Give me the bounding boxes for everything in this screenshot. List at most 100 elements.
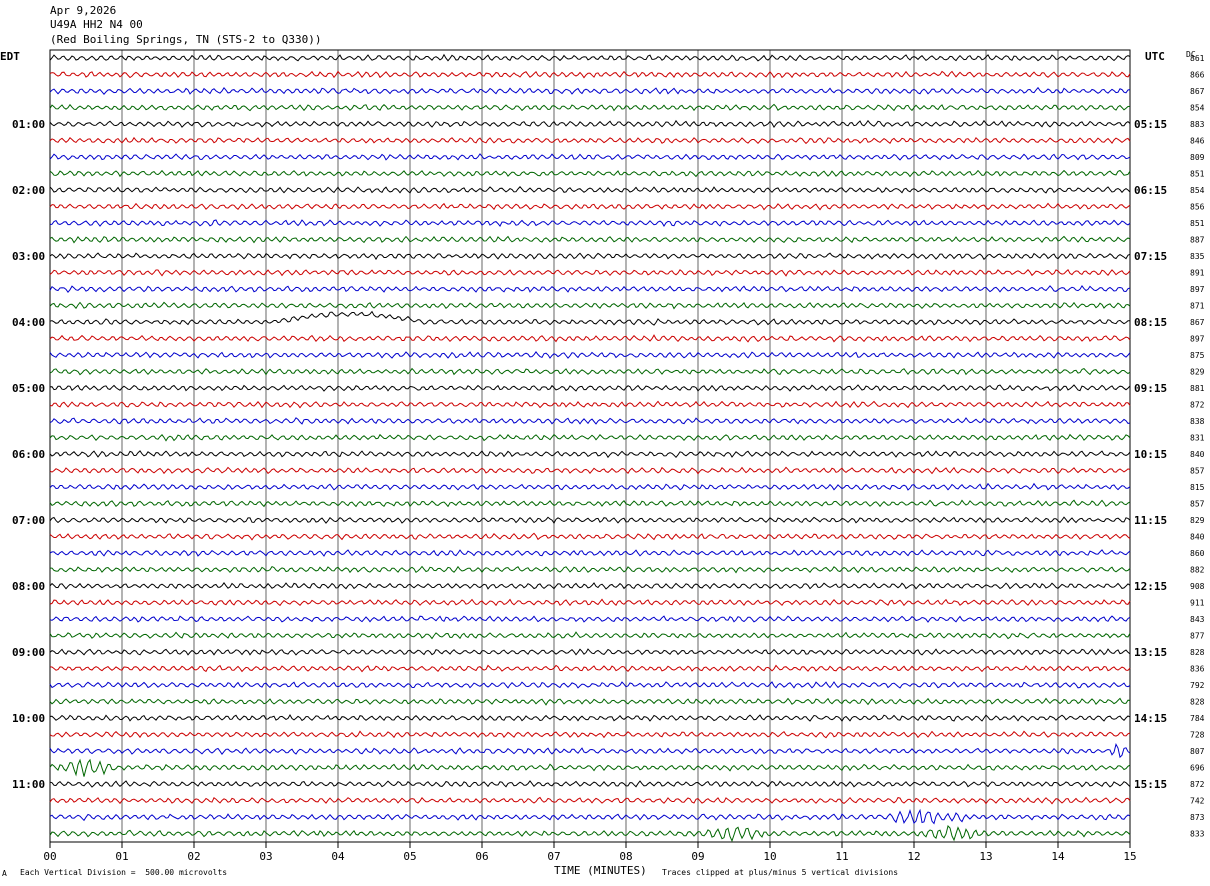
- trace-line: [49, 582, 1131, 590]
- left-time-label: 10:00: [12, 712, 45, 725]
- dc-value: 872: [1190, 401, 1205, 410]
- x-tick-label: 13: [979, 850, 992, 863]
- dc-value: 866: [1190, 71, 1205, 80]
- dc-value: 843: [1190, 615, 1205, 624]
- dc-value: 873: [1190, 813, 1205, 822]
- trace-line: [49, 285, 1131, 294]
- dc-value: 887: [1190, 236, 1205, 245]
- location-label: (Red Boiling Springs, TN (STS-2 to Q330)…: [50, 33, 322, 46]
- dc-value: 882: [1190, 566, 1205, 575]
- dc-value: 861: [1190, 54, 1205, 63]
- dc-value: 828: [1190, 648, 1205, 657]
- trace-line: [49, 367, 1131, 376]
- trace-line: [49, 697, 1131, 706]
- date-label: Apr 9,2026: [50, 4, 117, 17]
- trace-line: [49, 808, 1131, 825]
- dc-value: 872: [1190, 780, 1205, 789]
- dc-value: 815: [1190, 483, 1205, 492]
- clip-note: Traces clipped at plus/minus 5 vertical …: [662, 868, 899, 877]
- left-time-label: 05:00: [12, 382, 45, 395]
- dc-value: 851: [1190, 219, 1205, 228]
- trace-line: [49, 433, 1131, 442]
- station-label: U49A HH2 N4 00: [50, 18, 143, 31]
- dc-value: 854: [1190, 186, 1205, 195]
- trace-line: [49, 153, 1131, 161]
- plot-frame: [49, 49, 1131, 843]
- trace-line: [49, 202, 1131, 211]
- dc-value: 792: [1190, 681, 1205, 690]
- trace-line: [49, 252, 1131, 261]
- trace-line: [49, 598, 1131, 607]
- trace-line: [49, 169, 1131, 178]
- dc-value: 840: [1190, 450, 1205, 459]
- dc-value: 784: [1190, 714, 1205, 723]
- left-time-label: 07:00: [12, 514, 45, 527]
- trace-line: [49, 499, 1131, 508]
- right-time-label: 05:15: [1134, 118, 1167, 131]
- trace-line: [49, 466, 1131, 475]
- dc-value: 838: [1190, 417, 1205, 426]
- scale-note: Each Vertical Division = 500.00 microvol…: [20, 868, 228, 877]
- x-tick-label: 12: [907, 850, 920, 863]
- dc-value: 846: [1190, 137, 1205, 146]
- left-time-label: 09:00: [12, 646, 45, 659]
- dc-value: 854: [1190, 104, 1205, 113]
- dc-value: 897: [1190, 285, 1205, 294]
- dc-value: 891: [1190, 269, 1205, 278]
- trace-line: [49, 730, 1131, 739]
- dc-value: 860: [1190, 549, 1205, 558]
- left-timezone: EDT: [0, 50, 20, 63]
- dc-value: 696: [1190, 764, 1205, 773]
- right-time-label: 09:15: [1134, 382, 1167, 395]
- trace-line: [49, 631, 1131, 640]
- x-tick-label: 02: [187, 850, 200, 863]
- x-tick-label: 14: [1051, 850, 1065, 863]
- trace-line: [49, 235, 1131, 244]
- trace-line: [49, 384, 1131, 392]
- dc-value: 911: [1190, 599, 1205, 608]
- corner-mark: A: [2, 869, 7, 878]
- x-tick-label: 01: [115, 850, 128, 863]
- trace-line: [49, 825, 1131, 843]
- trace-line: [49, 70, 1131, 79]
- trace-line: [49, 714, 1131, 722]
- left-time-label: 06:00: [12, 448, 45, 461]
- dc-value: 836: [1190, 665, 1205, 674]
- x-tick-label: 06: [475, 850, 488, 863]
- dc-value: 883: [1190, 120, 1205, 129]
- trace-line: [49, 516, 1131, 524]
- x-axis-label: TIME (MINUTES): [554, 864, 647, 877]
- right-time-label: 12:15: [1134, 580, 1167, 593]
- trace-line: [49, 796, 1131, 805]
- dc-value: 807: [1190, 747, 1205, 756]
- trace-line: [49, 417, 1131, 425]
- trace-line: [49, 482, 1131, 491]
- dc-value: 851: [1190, 170, 1205, 179]
- right-time-label: 11:15: [1134, 514, 1167, 527]
- right-time-label: 06:15: [1134, 184, 1167, 197]
- trace-line: [49, 219, 1131, 228]
- x-tick-label: 11: [835, 850, 848, 863]
- dc-value: 881: [1190, 384, 1205, 393]
- trace-line: [49, 681, 1131, 689]
- trace-line: [49, 86, 1131, 95]
- trace-line: [49, 136, 1131, 145]
- dc-value: 867: [1190, 87, 1205, 96]
- trace-line: [49, 310, 1130, 326]
- dc-value: 857: [1190, 467, 1205, 476]
- x-tick-label: 09: [691, 850, 704, 863]
- x-tick-label: 05: [403, 850, 416, 863]
- left-time-label: 08:00: [12, 580, 45, 593]
- dc-value: 833: [1190, 830, 1205, 839]
- trace-line: [49, 103, 1131, 112]
- dc-value: 728: [1190, 731, 1205, 740]
- dc-value: 875: [1190, 351, 1205, 360]
- left-time-label: 04:00: [12, 316, 45, 329]
- dc-value: 829: [1190, 368, 1205, 377]
- right-time-label: 07:15: [1134, 250, 1167, 263]
- left-time-label: 03:00: [12, 250, 45, 263]
- dc-value: 871: [1190, 302, 1205, 311]
- trace-line: [49, 334, 1131, 343]
- left-time-label: 01:00: [12, 118, 45, 131]
- left-time-label: 11:00: [12, 778, 45, 791]
